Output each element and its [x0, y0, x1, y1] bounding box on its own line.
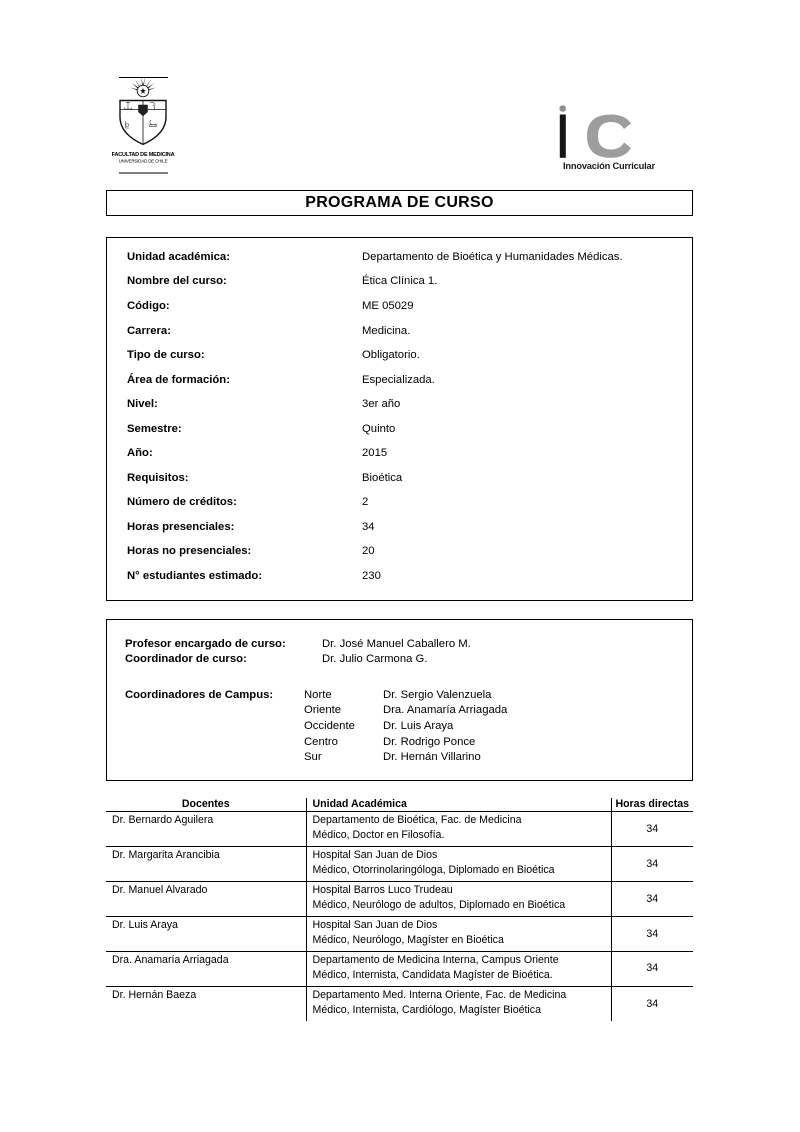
svg-text:UNIVERSIDAD DE CHILE: UNIVERSIDAD DE CHILE [119, 159, 168, 164]
svg-text:Innovación Curricular: Innovación Curricular [563, 161, 655, 171]
svg-text:FACULTAD DE MEDICINA: FACULTAD DE MEDICINA [112, 152, 175, 158]
